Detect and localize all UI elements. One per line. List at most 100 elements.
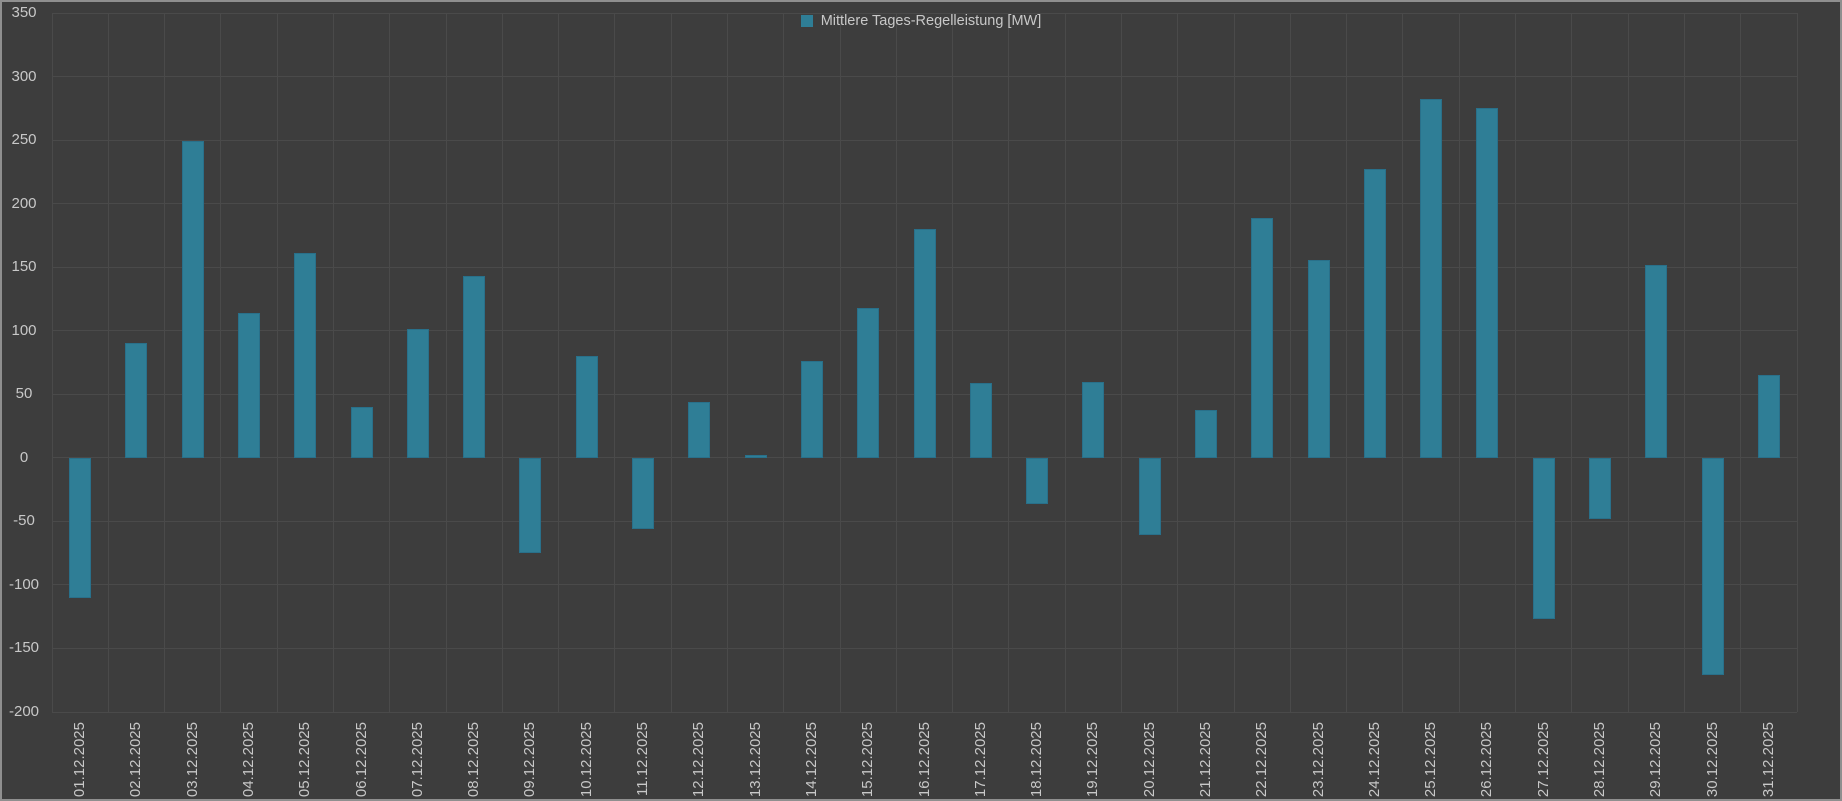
x-axis-category-label: 05.12.2025	[296, 722, 314, 798]
gridline-horizontal	[52, 12, 1797, 14]
bar-05.12.2025[interactable]	[294, 253, 317, 458]
gridline-vertical	[1177, 13, 1179, 712]
gridline-vertical	[332, 13, 334, 712]
x-axis-category-label: 20.12.2025	[1140, 722, 1158, 798]
bar-11.12.2025[interactable]	[632, 457, 655, 529]
gridline-horizontal	[52, 647, 1797, 649]
legend-label: Mittlere Tages-Regelleistung [MW]	[820, 13, 1042, 29]
x-axis-category-label: 23.12.2025	[1309, 722, 1327, 798]
x-axis-category-label: 13.12.2025	[746, 722, 764, 798]
gridline-horizontal	[52, 76, 1797, 78]
gridline-horizontal	[52, 584, 1797, 586]
gridline-vertical	[1289, 13, 1291, 712]
bar-02.12.2025[interactable]	[125, 343, 148, 458]
x-axis-category-label: 15.12.2025	[859, 722, 877, 798]
x-axis-category-label: 03.12.2025	[183, 722, 201, 798]
bar-18.12.2025[interactable]	[1026, 457, 1049, 504]
bar-03.12.2025[interactable]	[181, 141, 204, 458]
x-axis-category-label: 27.12.2025	[1534, 722, 1552, 798]
x-axis-category-label: 24.12.2025	[1365, 722, 1383, 798]
gridline-vertical	[220, 13, 222, 712]
bar-21.12.2025[interactable]	[1194, 409, 1217, 458]
gridline-vertical	[1233, 13, 1235, 712]
y-axis-tick-label: 250	[11, 131, 37, 149]
gridline-vertical	[1346, 13, 1348, 712]
gridline-vertical	[445, 13, 447, 712]
y-axis-tick-label: 350	[11, 4, 37, 21]
bar-01.12.2025[interactable]	[69, 457, 92, 598]
bar-17.12.2025[interactable]	[969, 382, 992, 458]
x-axis-category-label: 25.12.2025	[1422, 722, 1440, 798]
bar-31.12.2025[interactable]	[1757, 375, 1780, 458]
bar-20.12.2025[interactable]	[1138, 457, 1161, 536]
gridline-vertical	[558, 13, 560, 712]
x-axis-category-label: 31.12.2025	[1759, 722, 1777, 798]
gridline-vertical	[1683, 13, 1685, 712]
bar-23.12.2025[interactable]	[1307, 259, 1330, 458]
gridline-vertical	[614, 13, 616, 712]
bar-07.12.2025[interactable]	[406, 329, 429, 458]
gridline-vertical	[107, 13, 109, 712]
gridline-vertical	[1008, 13, 1010, 712]
bar-16.12.2025[interactable]	[913, 229, 936, 458]
x-axis-category-label: 14.12.2025	[802, 722, 820, 798]
bar-15.12.2025[interactable]	[857, 307, 880, 458]
bar-09.12.2025[interactable]	[519, 457, 542, 554]
x-axis-category-label: 29.12.2025	[1647, 722, 1665, 798]
gridline-vertical	[51, 13, 53, 712]
legend-swatch-icon	[800, 15, 813, 27]
bar-04.12.2025[interactable]	[238, 312, 261, 458]
gridline-vertical	[389, 13, 391, 712]
x-axis-category-label: 19.12.2025	[1084, 722, 1102, 798]
x-axis-category-label: 28.12.2025	[1590, 722, 1608, 798]
bar-30.12.2025[interactable]	[1701, 457, 1724, 676]
gridline-vertical	[164, 13, 166, 712]
x-axis-category-label: 21.12.2025	[1196, 722, 1214, 798]
bar-08.12.2025[interactable]	[463, 276, 486, 458]
x-axis-category-label: 06.12.2025	[352, 722, 370, 798]
bar-24.12.2025[interactable]	[1363, 169, 1386, 458]
y-axis-tick-label: 0	[19, 448, 29, 466]
y-axis-tick-label: 50	[15, 385, 33, 403]
gridline-horizontal	[52, 711, 1797, 713]
gridline-horizontal	[52, 520, 1797, 522]
gridline-vertical	[1627, 13, 1629, 712]
bar-27.12.2025[interactable]	[1532, 457, 1555, 620]
bar-13.12.2025[interactable]	[744, 455, 767, 458]
bar-14.12.2025[interactable]	[800, 361, 823, 458]
legend-item[interactable]: Mittlere Tages-Regelleistung [MW]	[800, 12, 1042, 30]
gridline-vertical	[1571, 13, 1573, 712]
gridline-vertical	[895, 13, 897, 712]
x-axis-category-label: 22.12.2025	[1253, 722, 1271, 798]
y-axis-tick-label: 100	[11, 321, 37, 339]
gridline-vertical	[1064, 13, 1066, 712]
bar-26.12.2025[interactable]	[1476, 108, 1499, 458]
y-axis-tick-label: -50	[13, 512, 35, 530]
x-axis-category-label: 11.12.2025	[634, 722, 652, 796]
bar-10.12.2025[interactable]	[575, 356, 598, 458]
gridline-vertical	[501, 13, 503, 712]
bar-29.12.2025[interactable]	[1645, 264, 1668, 458]
bar-28.12.2025[interactable]	[1588, 457, 1611, 519]
x-axis-category-label: 12.12.2025	[690, 722, 708, 798]
y-axis-tick-label: -150	[8, 639, 40, 657]
gridline-vertical	[1402, 13, 1404, 712]
bar-06.12.2025[interactable]	[350, 406, 373, 458]
gridline-vertical	[1796, 13, 1798, 712]
x-axis-category-label: 01.12.2025	[71, 722, 89, 798]
gridline-vertical	[670, 13, 672, 712]
gridline-vertical	[726, 13, 728, 712]
bar-12.12.2025[interactable]	[688, 401, 711, 458]
y-axis-tick-label: -100	[8, 575, 40, 593]
gridline-vertical	[276, 13, 278, 712]
bar-25.12.2025[interactable]	[1420, 99, 1443, 458]
x-axis-category-label: 17.12.2025	[971, 722, 989, 798]
gridline-vertical	[1515, 13, 1517, 712]
x-axis-category-label: 07.12.2025	[408, 722, 426, 798]
legend: Mittlere Tages-Regelleistung [MW]	[2, 12, 1840, 30]
x-axis-category-label: 08.12.2025	[465, 722, 483, 798]
bar-19.12.2025[interactable]	[1082, 381, 1105, 458]
bar-22.12.2025[interactable]	[1251, 217, 1274, 458]
